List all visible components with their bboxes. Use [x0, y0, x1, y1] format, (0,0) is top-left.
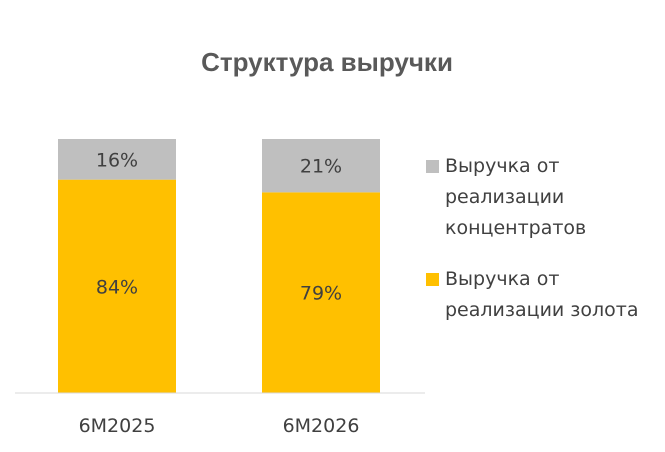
bar-6M2025-series-1 [58, 139, 176, 180]
x-tick-label-6M2025: 6M2025 [79, 415, 156, 437]
bar-6M2025-series-0 [58, 179, 176, 393]
data-label-6M2025-series-0: 84% [96, 276, 138, 298]
legend-label-series-0-line-0: Выручка от [445, 268, 559, 290]
chart-title: Структура выручки [201, 47, 453, 77]
legend-label-series-1-line-0: Выручка от [445, 155, 559, 177]
data-label-6M2026-series-1: 21% [300, 156, 342, 178]
x-tick-label-6M2026: 6M2026 [283, 415, 360, 437]
bars-layer: 84% 16% 79% 21% [58, 139, 380, 393]
legend-label-series-1-line-2: концентратов [445, 217, 586, 239]
legend-swatch-series-1 [426, 160, 439, 173]
data-label-6M2025-series-1: 16% [96, 149, 138, 171]
legend-label-series-0-line-1: реализации золота [445, 299, 639, 321]
data-label-6M2026-series-0: 79% [300, 283, 342, 305]
bar-6M2026-series-0 [262, 192, 380, 393]
bar-6M2026-series-1 [262, 139, 380, 193]
legend: Выручка от реализации концентратов Выручка … [426, 155, 639, 321]
legend-swatch-series-0 [426, 273, 439, 286]
legend-label-series-1-line-1: реализации [445, 186, 564, 208]
x-axis-ticks: 6M2025 6M2026 [79, 415, 360, 437]
